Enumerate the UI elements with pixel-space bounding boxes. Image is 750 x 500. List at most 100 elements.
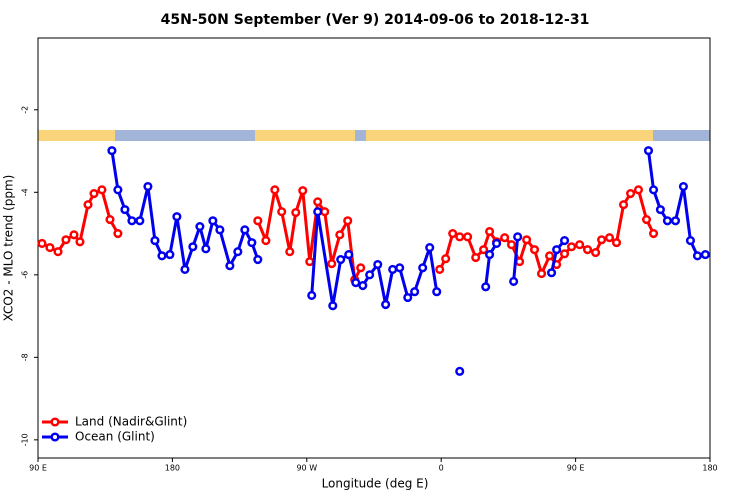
data-point — [150, 236, 160, 246]
data-point — [45, 243, 55, 253]
data-point — [208, 216, 218, 226]
data-point — [388, 264, 398, 275]
data-point — [448, 229, 458, 239]
data-point — [107, 146, 117, 156]
data-point — [545, 251, 555, 261]
data-point — [649, 185, 659, 195]
data-point — [604, 233, 615, 243]
data-point — [356, 263, 366, 273]
data-point — [633, 185, 644, 195]
data-point — [463, 232, 473, 242]
data-point — [700, 250, 710, 260]
data-point — [567, 242, 577, 252]
series — [107, 146, 710, 376]
data-point — [655, 205, 665, 215]
data-point — [641, 214, 652, 225]
data-point — [582, 245, 593, 255]
data-point — [180, 264, 190, 275]
data-point — [165, 250, 175, 260]
data-point — [61, 235, 71, 245]
data-point — [403, 292, 413, 303]
data-point — [37, 238, 47, 249]
data-point — [89, 188, 99, 199]
x-axis-label: Longitude (deg E) — [322, 477, 429, 491]
data-point — [425, 243, 435, 253]
data-point — [253, 216, 263, 226]
data-point — [120, 205, 130, 215]
data-point — [113, 185, 123, 195]
data-point — [157, 251, 167, 261]
legend: Land (Nadir&Glint)Ocean (Glint) — [42, 415, 187, 444]
data-point — [649, 229, 659, 239]
data-point — [418, 263, 428, 273]
x-tick-label: 180 — [702, 464, 717, 473]
data-point — [240, 225, 250, 235]
data-point — [135, 216, 145, 226]
data-point — [83, 200, 93, 210]
legend-marker — [50, 417, 60, 427]
data-point — [143, 181, 153, 192]
data-point — [481, 282, 491, 292]
x-tick-label: 90 E — [29, 464, 47, 473]
data-point — [435, 264, 445, 275]
data-point — [685, 236, 695, 246]
data-point — [335, 230, 345, 240]
x-tick-label: 180 — [165, 464, 180, 473]
data-point — [597, 235, 607, 245]
x-tick-label: 90 E — [567, 464, 585, 473]
data-point — [53, 247, 63, 257]
y-tick-label: -2 — [21, 106, 30, 114]
series-line — [512, 236, 520, 282]
data-point — [455, 232, 465, 242]
data-point — [485, 250, 495, 260]
data-point — [233, 247, 243, 257]
data-point — [537, 269, 547, 279]
data-point — [441, 254, 451, 264]
data-point — [492, 238, 502, 249]
data-point — [670, 216, 681, 226]
data-point — [195, 221, 205, 232]
data-point — [277, 207, 287, 217]
data-point — [127, 216, 137, 226]
legend-marker — [50, 432, 60, 442]
x-tick-label: 0 — [439, 464, 444, 473]
data-point — [365, 270, 375, 280]
data-point — [455, 366, 465, 376]
data-point — [643, 146, 654, 156]
data-point — [611, 238, 622, 248]
data-point — [509, 276, 519, 286]
data-point — [97, 185, 107, 195]
data-point — [188, 242, 198, 252]
data-point — [291, 207, 301, 218]
land-strip — [366, 130, 653, 141]
data-point — [432, 287, 442, 297]
data-point — [327, 259, 337, 269]
land-strip — [38, 130, 115, 141]
data-point — [298, 186, 308, 196]
data-point — [320, 207, 330, 217]
data-point — [381, 299, 391, 310]
x-tick-label: 90 W — [296, 464, 317, 473]
data-point — [529, 245, 540, 255]
data-point — [410, 287, 420, 297]
data-point — [471, 252, 481, 263]
data-point — [479, 245, 489, 255]
data-point — [313, 207, 323, 217]
data-point — [351, 278, 361, 288]
data-point — [270, 185, 280, 195]
data-point — [515, 257, 525, 267]
data-point — [75, 237, 85, 247]
data-point — [485, 226, 495, 237]
y-tick-label: -8 — [21, 353, 30, 361]
data-point — [358, 280, 368, 291]
data-point — [253, 255, 263, 265]
data-point — [692, 251, 703, 261]
data-point — [522, 235, 532, 245]
data-point — [307, 290, 317, 300]
data-point — [285, 247, 295, 257]
data-point — [247, 238, 257, 248]
data-point — [678, 181, 688, 192]
land-strip — [255, 130, 355, 141]
series — [37, 185, 659, 285]
